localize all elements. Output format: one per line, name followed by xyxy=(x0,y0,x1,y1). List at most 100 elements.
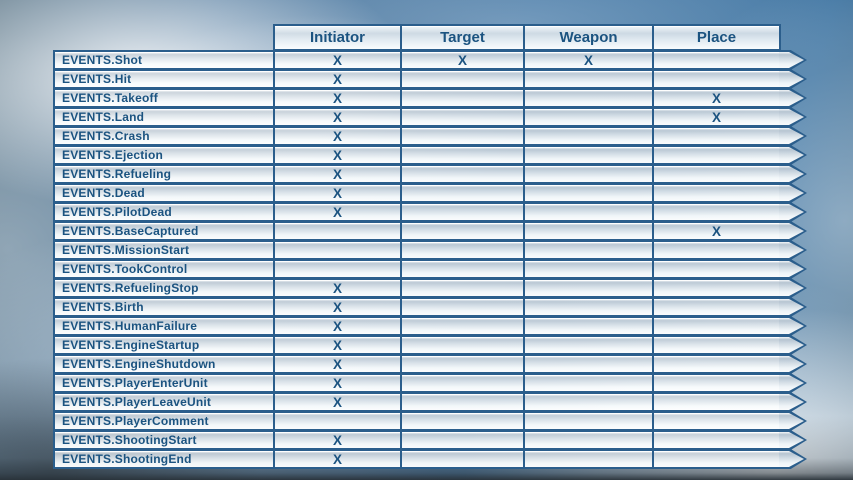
event-name-cell: EVENTS.ShootingStart xyxy=(53,430,275,450)
event-name-cell: EVENTS.TookControl xyxy=(53,259,275,279)
event-row: EVENTS.Hit X xyxy=(53,69,807,89)
cell-target xyxy=(400,278,525,298)
cell-weapon xyxy=(523,107,654,127)
cell-initiator: X xyxy=(273,297,402,317)
column-header-target: Target xyxy=(400,24,525,51)
cell-target xyxy=(400,202,525,222)
cell-place xyxy=(652,316,781,336)
row-arrow-icon xyxy=(779,335,807,355)
row-arrow-fill xyxy=(779,71,804,87)
cell-weapon xyxy=(523,202,654,222)
column-header-weapon: Weapon xyxy=(523,24,654,51)
cell-place xyxy=(652,354,781,374)
cell-weapon: X xyxy=(523,50,654,70)
cell-weapon xyxy=(523,411,654,431)
cell-initiator xyxy=(273,240,402,260)
row-arrow-fill xyxy=(779,204,804,220)
cell-target xyxy=(400,221,525,241)
cell-place xyxy=(652,392,781,412)
cell-target xyxy=(400,183,525,203)
event-name-cell: EVENTS.PlayerEnterUnit xyxy=(53,373,275,393)
row-arrow-icon xyxy=(779,411,807,431)
event-name-cell: EVENTS.RefuelingStop xyxy=(53,278,275,298)
cell-weapon xyxy=(523,373,654,393)
cell-place: X xyxy=(652,88,781,108)
cell-initiator: X xyxy=(273,183,402,203)
event-row: EVENTS.HumanFailure X xyxy=(53,316,807,336)
row-arrow-icon xyxy=(779,126,807,146)
event-name-cell: EVENTS.EngineShutdown xyxy=(53,354,275,374)
row-arrow-icon xyxy=(779,373,807,393)
event-name-cell: EVENTS.EngineStartup xyxy=(53,335,275,355)
cell-initiator: X xyxy=(273,392,402,412)
row-arrow-fill xyxy=(779,394,804,410)
event-name-cell: EVENTS.MissionStart xyxy=(53,240,275,260)
column-header-initiator: Initiator xyxy=(273,24,402,51)
row-arrow-fill xyxy=(779,109,804,125)
cell-initiator: X xyxy=(273,50,402,70)
event-row: EVENTS.RefuelingStop X xyxy=(53,278,807,298)
row-arrow-fill xyxy=(779,261,804,277)
cell-place xyxy=(652,278,781,298)
cell-place xyxy=(652,183,781,203)
event-name-cell: EVENTS.BaseCaptured xyxy=(53,221,275,241)
cell-place xyxy=(652,126,781,146)
cell-weapon xyxy=(523,259,654,279)
row-arrow-icon xyxy=(779,240,807,260)
cell-target xyxy=(400,392,525,412)
row-arrow-fill xyxy=(779,242,804,258)
column-header-place: Place xyxy=(652,24,781,51)
cell-place: X xyxy=(652,107,781,127)
event-row: EVENTS.ShootingEnd X xyxy=(53,449,807,469)
event-name-cell: EVENTS.Shot xyxy=(53,50,275,70)
event-row: EVENTS.Refueling X xyxy=(53,164,807,184)
row-arrow-icon xyxy=(779,278,807,298)
cell-initiator: X xyxy=(273,202,402,222)
event-row: EVENTS.BaseCaptured X xyxy=(53,221,807,241)
cell-place xyxy=(652,411,781,431)
event-name-cell: EVENTS.Dead xyxy=(53,183,275,203)
event-row: EVENTS.Birth X xyxy=(53,297,807,317)
cell-initiator: X xyxy=(273,354,402,374)
cell-target xyxy=(400,354,525,374)
row-arrow-fill xyxy=(779,337,804,353)
row-arrow-icon xyxy=(779,50,807,70)
cell-place xyxy=(652,373,781,393)
cell-weapon xyxy=(523,335,654,355)
cell-target xyxy=(400,240,525,260)
cell-initiator xyxy=(273,221,402,241)
event-name-cell: EVENTS.PlayerComment xyxy=(53,411,275,431)
cell-initiator: X xyxy=(273,373,402,393)
cell-weapon xyxy=(523,449,654,469)
cell-place xyxy=(652,164,781,184)
cell-weapon xyxy=(523,164,654,184)
cell-place xyxy=(652,259,781,279)
event-row: EVENTS.Dead X xyxy=(53,183,807,203)
event-row: EVENTS.Ejection X xyxy=(53,145,807,165)
cell-place xyxy=(652,50,781,70)
event-row: EVENTS.TookControl xyxy=(53,259,807,279)
cell-target xyxy=(400,316,525,336)
row-arrow-fill xyxy=(779,128,804,144)
cell-target xyxy=(400,335,525,355)
row-arrow-fill xyxy=(779,318,804,334)
cell-weapon xyxy=(523,278,654,298)
row-arrow-fill xyxy=(779,299,804,315)
row-arrow-fill xyxy=(779,375,804,391)
event-row: EVENTS.EngineStartup X xyxy=(53,335,807,355)
cell-target xyxy=(400,373,525,393)
cell-target xyxy=(400,145,525,165)
table-header: Initiator Target Weapon Place xyxy=(273,24,807,51)
row-arrow-icon xyxy=(779,145,807,165)
cell-weapon xyxy=(523,69,654,89)
cell-place xyxy=(652,449,781,469)
event-row: EVENTS.EngineShutdown X xyxy=(53,354,807,374)
row-arrow-icon xyxy=(779,354,807,374)
row-arrow-icon xyxy=(779,107,807,127)
cell-target xyxy=(400,164,525,184)
cell-target xyxy=(400,88,525,108)
cell-initiator: X xyxy=(273,430,402,450)
cell-initiator: X xyxy=(273,126,402,146)
cell-target xyxy=(400,430,525,450)
